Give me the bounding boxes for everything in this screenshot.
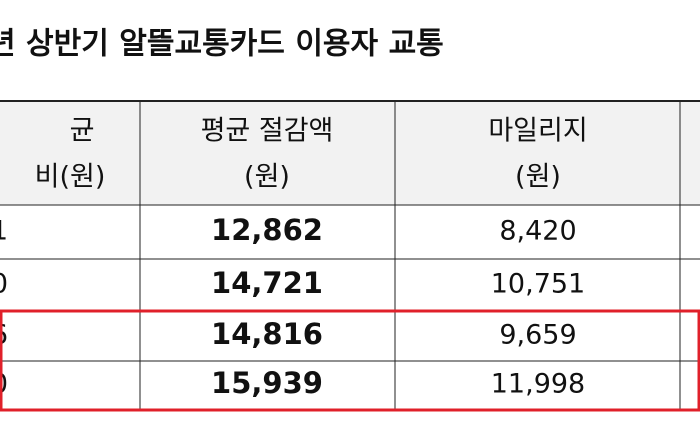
column-header: (원): [515, 162, 561, 193]
table-body: 1 12,862 8,420 0 14,721 10,751 6 14,816 9,659 0 15…: [0, 213, 585, 400]
cell: 15,939: [211, 366, 323, 400]
cell: 9,659: [499, 320, 576, 351]
column-header: 마일리지: [488, 116, 587, 147]
header-bg: [0, 101, 700, 205]
cell: 1: [0, 216, 8, 247]
column-header: 비(원): [35, 162, 106, 193]
column-header: 균: [70, 116, 95, 147]
cell: 11,998: [491, 369, 585, 400]
column-header: 평균 절감액: [201, 116, 334, 147]
title: 년 상반기 알뜰교통카드 이용자 교통: [0, 27, 444, 62]
cell: 0: [0, 369, 8, 400]
column-header: (원): [244, 162, 290, 193]
cell: 10,751: [491, 269, 585, 300]
cell: 8,420: [499, 216, 576, 247]
cell: 6: [0, 320, 8, 351]
cell: 0: [0, 269, 8, 300]
cell: 14,721: [211, 266, 323, 300]
highlight-box: [0, 309, 700, 412]
cell: 14,816: [211, 317, 323, 351]
cell: 12,862: [211, 213, 323, 247]
